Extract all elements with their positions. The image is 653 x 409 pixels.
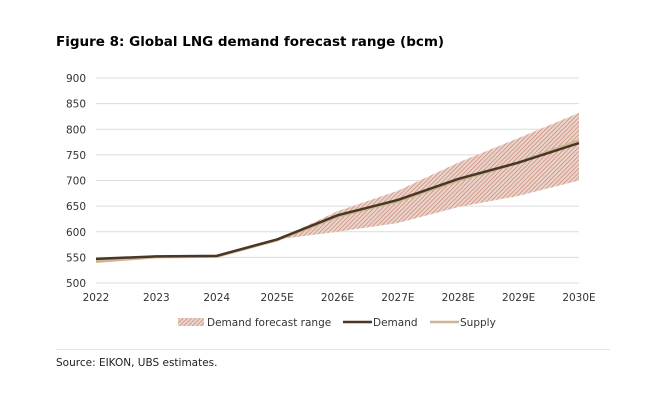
y-tick-label: 850 bbox=[66, 99, 86, 111]
y-tick-label: 500 bbox=[66, 278, 86, 290]
legend-label-supply: Supply bbox=[460, 317, 496, 329]
divider bbox=[56, 349, 610, 350]
y-tick-label: 900 bbox=[66, 73, 86, 85]
y-tick-label: 600 bbox=[66, 227, 86, 239]
y-tick-label: 650 bbox=[66, 201, 86, 213]
x-tick-label: 2029E bbox=[502, 292, 535, 304]
legend-label-range: Demand forecast range bbox=[207, 317, 331, 329]
chart-title: Figure 8: Global LNG demand forecast ran… bbox=[56, 34, 445, 50]
demand-line bbox=[95, 141, 580, 261]
x-tick-label: 2027E bbox=[381, 292, 414, 304]
x-tick-label: 2025E bbox=[260, 292, 293, 304]
y-tick-label: 550 bbox=[66, 252, 86, 264]
legend-swatch-range bbox=[178, 318, 204, 326]
x-tick-label: 2022 bbox=[83, 292, 110, 304]
x-tick-label: 2028E bbox=[442, 292, 475, 304]
y-tick-label: 800 bbox=[66, 124, 86, 136]
demand-forecast-range-area bbox=[96, 112, 579, 259]
x-tick-label: 2026E bbox=[321, 292, 354, 304]
y-tick-label: 700 bbox=[66, 176, 86, 188]
source-note: Source: EIKON, UBS estimates. bbox=[56, 357, 218, 369]
y-tick-label: 750 bbox=[66, 150, 86, 162]
x-tick-label: 2023 bbox=[143, 292, 170, 304]
legend-label-demand: Demand bbox=[373, 317, 418, 329]
x-tick-label: 2030E bbox=[562, 292, 595, 304]
x-tick-label: 2024 bbox=[203, 292, 230, 304]
